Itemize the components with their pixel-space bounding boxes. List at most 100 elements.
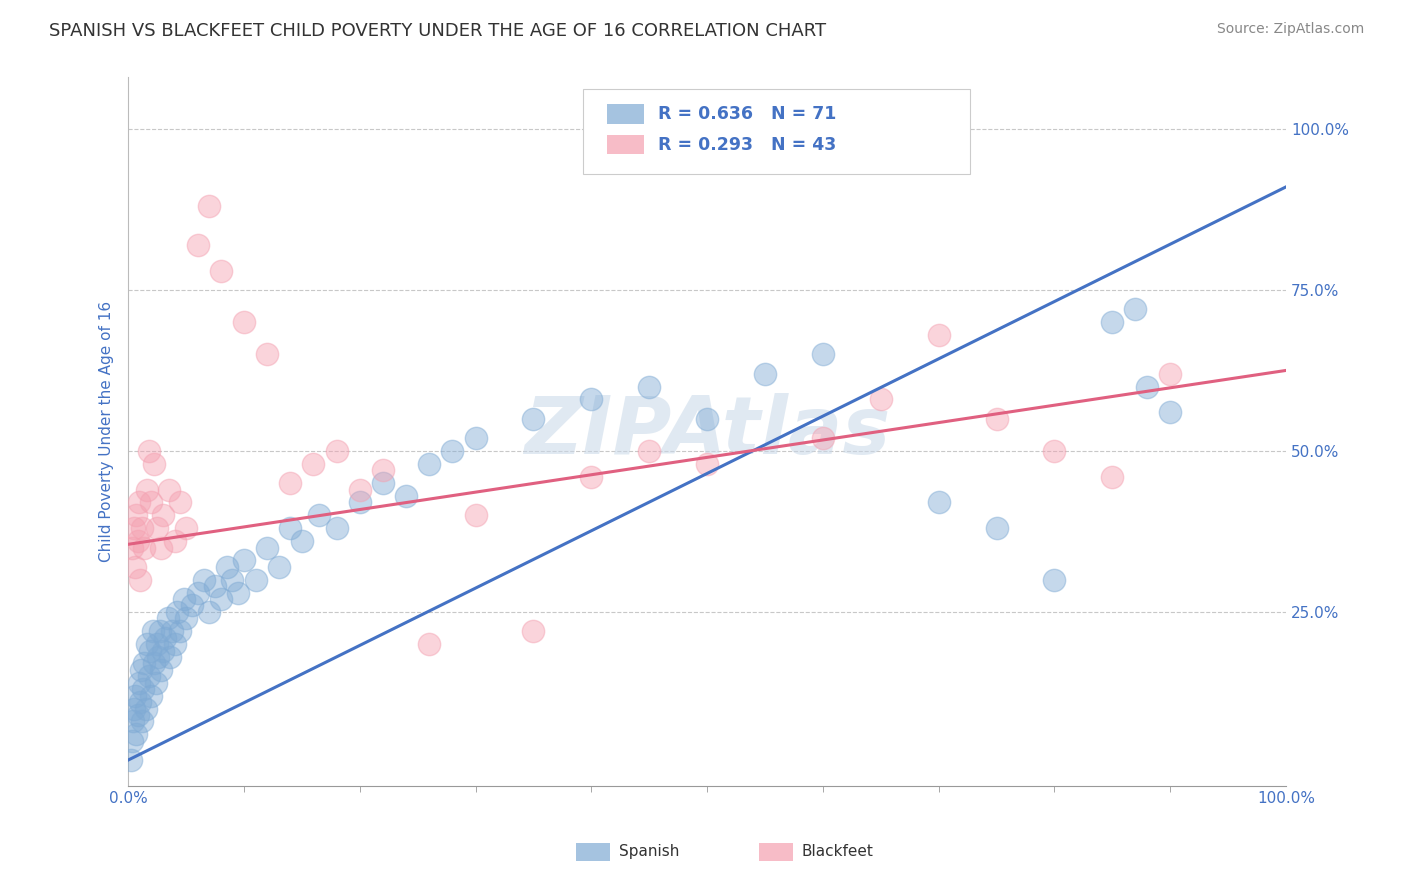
Point (139, 643, 162, 657)
Point (142, 657, 165, 671)
Text: Spanish: Spanish (619, 845, 679, 859)
Point (138, 669, 160, 683)
Point (1043, 444, 1066, 458)
Point (215, 559, 238, 574)
Point (132, 682, 155, 697)
Text: Blackfeet: Blackfeet (801, 845, 873, 859)
Point (173, 592, 195, 607)
Point (121, 541, 143, 555)
Point (128, 573, 150, 587)
Text: R = 0.636   N = 71: R = 0.636 N = 71 (658, 105, 837, 123)
Point (221, 573, 243, 587)
Point (122, 521, 145, 535)
Point (291, 534, 314, 549)
Point (124, 689, 146, 703)
Point (226, 585, 249, 599)
Point (1125, 302, 1147, 317)
Point (135, 483, 157, 497)
Point (129, 663, 152, 677)
Point (325, 444, 347, 458)
Point (1101, 315, 1123, 329)
Point (1159, 405, 1181, 419)
Point (148, 624, 170, 639)
Point (181, 599, 204, 613)
Point (278, 476, 301, 491)
Point (986, 411, 1008, 425)
Point (928, 328, 950, 343)
Point (302, 457, 325, 471)
Point (162, 624, 184, 639)
Point (127, 534, 149, 549)
Point (141, 495, 163, 509)
Point (464, 431, 486, 445)
Point (121, 733, 143, 747)
Point (233, 553, 256, 567)
Point (256, 541, 278, 555)
Point (131, 521, 153, 535)
Point (149, 541, 172, 555)
Point (146, 637, 169, 651)
Point (209, 263, 232, 277)
Point (581, 469, 603, 483)
Point (349, 495, 371, 509)
Point (149, 663, 172, 677)
Point (152, 643, 174, 657)
Point (811, 431, 834, 445)
Point (174, 521, 197, 535)
Point (128, 495, 150, 509)
Point (163, 637, 186, 651)
Point (811, 347, 834, 361)
Point (128, 695, 150, 709)
Point (120, 753, 142, 767)
Point (581, 392, 603, 407)
Point (233, 315, 256, 329)
Point (638, 379, 661, 393)
Point (174, 611, 197, 625)
Point (122, 701, 145, 715)
Point (1159, 367, 1181, 381)
Point (122, 714, 145, 729)
Point (869, 392, 891, 407)
Point (131, 714, 153, 729)
Point (278, 521, 301, 535)
Text: R = 0.293   N = 43: R = 0.293 N = 43 (658, 136, 837, 154)
Point (145, 675, 167, 690)
Point (169, 624, 191, 639)
Point (127, 708, 149, 723)
Point (125, 727, 148, 741)
Point (204, 579, 226, 593)
Point (163, 534, 186, 549)
Point (134, 541, 156, 555)
Point (308, 508, 330, 523)
Y-axis label: Child Poverty Under the Age of 16: Child Poverty Under the Age of 16 (100, 301, 114, 562)
Point (142, 457, 165, 471)
Point (135, 701, 157, 715)
Point (142, 624, 165, 639)
Point (256, 347, 278, 361)
Point (124, 559, 146, 574)
Point (198, 605, 221, 619)
Point (152, 508, 174, 523)
Point (349, 483, 371, 497)
Point (245, 573, 267, 587)
Point (418, 457, 440, 471)
Point (638, 444, 661, 458)
Point (128, 675, 150, 690)
Point (156, 611, 179, 625)
Point (169, 495, 191, 509)
Point (754, 367, 776, 381)
Text: Source: ZipAtlas.com: Source: ZipAtlas.com (1216, 22, 1364, 37)
Point (371, 463, 394, 477)
Point (696, 411, 718, 425)
Point (141, 689, 163, 703)
Point (522, 624, 544, 639)
Point (371, 476, 394, 491)
Point (146, 521, 169, 535)
Point (986, 521, 1008, 535)
Point (696, 457, 718, 471)
Point (148, 650, 170, 665)
Point (928, 495, 950, 509)
Point (193, 573, 215, 587)
Point (267, 559, 290, 574)
Point (522, 411, 544, 425)
